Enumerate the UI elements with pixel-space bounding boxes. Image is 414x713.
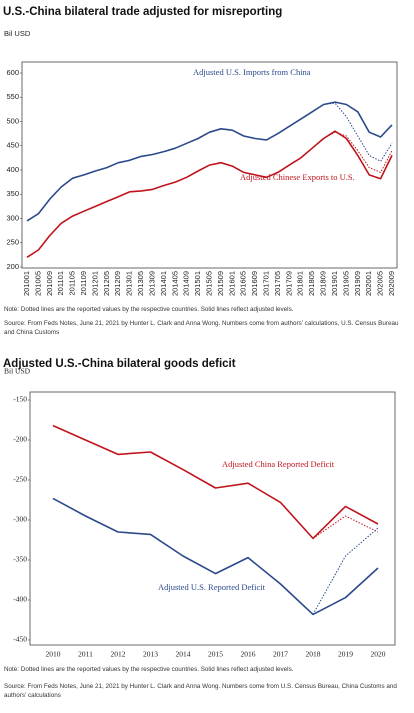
plot-area [29, 391, 396, 646]
y-tick-label: 450 [6, 141, 19, 150]
y-tick-label: 350 [6, 189, 19, 198]
series-line [26, 130, 393, 258]
note: Note: Dotted lines are the reported valu… [4, 666, 294, 673]
x-tick-label: 201501 [193, 271, 202, 296]
x-tick-label: 201709 [284, 271, 293, 296]
source: Source: From Feds Notes, June 21, 2021 b… [4, 683, 397, 699]
y-tick-label: -450 [13, 635, 27, 644]
series-label: Adjusted China Reported Deficit [222, 459, 335, 469]
series-line [52, 497, 379, 616]
x-tick-label: 201801 [296, 271, 305, 296]
x-tick-label: 2019 [338, 650, 353, 659]
x-tick-label: 201109 [79, 271, 88, 295]
x-tick-label: 201809 [319, 271, 328, 296]
chart-title: U.S.-China bilateral trade adjusted for … [3, 6, 282, 18]
x-tick-label: 201209 [113, 271, 122, 296]
x-tick-label: 201001 [22, 271, 31, 296]
chart: U.S.-China bilateral trade adjusted for … [3, 6, 398, 296]
series-line [323, 102, 393, 162]
series-line [323, 131, 393, 173]
x-tick-label: 201401 [159, 271, 168, 296]
x-tick-label: 201901 [330, 271, 339, 296]
y-axis-label: Bil USD [4, 29, 31, 38]
x-tick-label: 201909 [353, 271, 362, 296]
x-tick-label: 201409 [182, 271, 191, 296]
series-line [312, 527, 379, 615]
x-tick-label: 201101 [56, 271, 65, 295]
x-tick-label: 201805 [307, 271, 316, 296]
y-tick-label: 500 [6, 116, 19, 125]
x-tick-label: 2013 [143, 650, 158, 659]
x-tick-label: 2015 [208, 650, 223, 659]
series-line [312, 515, 379, 539]
chart: Adjusted U.S.-China bilateral goods defi… [3, 358, 396, 659]
series-line [26, 101, 393, 222]
x-tick-label: 2020 [371, 650, 386, 659]
y-tick-label: -300 [13, 515, 27, 524]
x-tick-label: 2010 [46, 650, 61, 659]
series-line [52, 424, 379, 540]
x-tick-label: 201201 [90, 271, 99, 296]
x-tick-label: 201601 [227, 271, 236, 296]
x-tick-label: 201905 [341, 271, 350, 296]
plot-area [21, 61, 398, 269]
x-tick-label: 201509 [216, 271, 225, 296]
x-tick-label: 201705 [273, 271, 282, 296]
series-label: Adjusted U.S. Reported Deficit [158, 582, 266, 592]
x-tick-label: 201405 [170, 271, 179, 296]
y-tick-label: 200 [6, 262, 19, 271]
x-tick-label: 2017 [273, 650, 288, 659]
x-tick-label: 2014 [176, 650, 191, 659]
series-label: Adjusted U.S. Imports from China [193, 67, 311, 77]
note: Note: Dotted lines are the reported valu… [4, 306, 294, 313]
series-label: Adjusted Chinese Exports to U.S. [240, 172, 355, 182]
x-tick-label: 201609 [250, 271, 259, 296]
x-tick-label: 2016 [241, 650, 256, 659]
y-tick-label: -400 [13, 595, 27, 604]
x-tick-label: 202001 [364, 271, 373, 296]
y-axis-label: Bil USD [4, 367, 31, 376]
x-tick-label: 201309 [147, 271, 156, 296]
x-tick-label: 202005 [376, 271, 385, 296]
y-tick-label: -150 [13, 395, 27, 404]
x-tick-label: 201305 [136, 271, 145, 296]
chart-title: Adjusted U.S.-China bilateral goods defi… [3, 358, 236, 370]
y-tick-label: -200 [13, 435, 27, 444]
y-tick-label: 550 [6, 92, 19, 101]
x-tick-label: 201301 [125, 271, 134, 296]
x-tick-label: 2011 [78, 650, 93, 659]
x-tick-label: 2018 [306, 650, 321, 659]
x-tick-label: 201009 [45, 271, 54, 296]
x-tick-label: 201105 [68, 271, 77, 295]
x-tick-label: 201505 [204, 271, 213, 296]
x-tick-label: 201701 [262, 271, 271, 296]
y-tick-label: -350 [13, 555, 27, 564]
x-tick-label: 201205 [102, 271, 111, 296]
x-tick-label: 201005 [33, 271, 42, 296]
y-tick-label: 300 [6, 213, 19, 222]
source: Source: From Feds Notes, June 21, 2021 b… [4, 320, 399, 336]
y-tick-label: 400 [6, 165, 19, 174]
y-tick-label: 600 [6, 68, 19, 77]
y-tick-label: -250 [13, 475, 27, 484]
x-tick-label: 202009 [387, 271, 396, 296]
x-tick-label: 201605 [239, 271, 248, 296]
x-tick-label: 2012 [111, 650, 126, 659]
y-tick-label: 250 [6, 238, 19, 247]
